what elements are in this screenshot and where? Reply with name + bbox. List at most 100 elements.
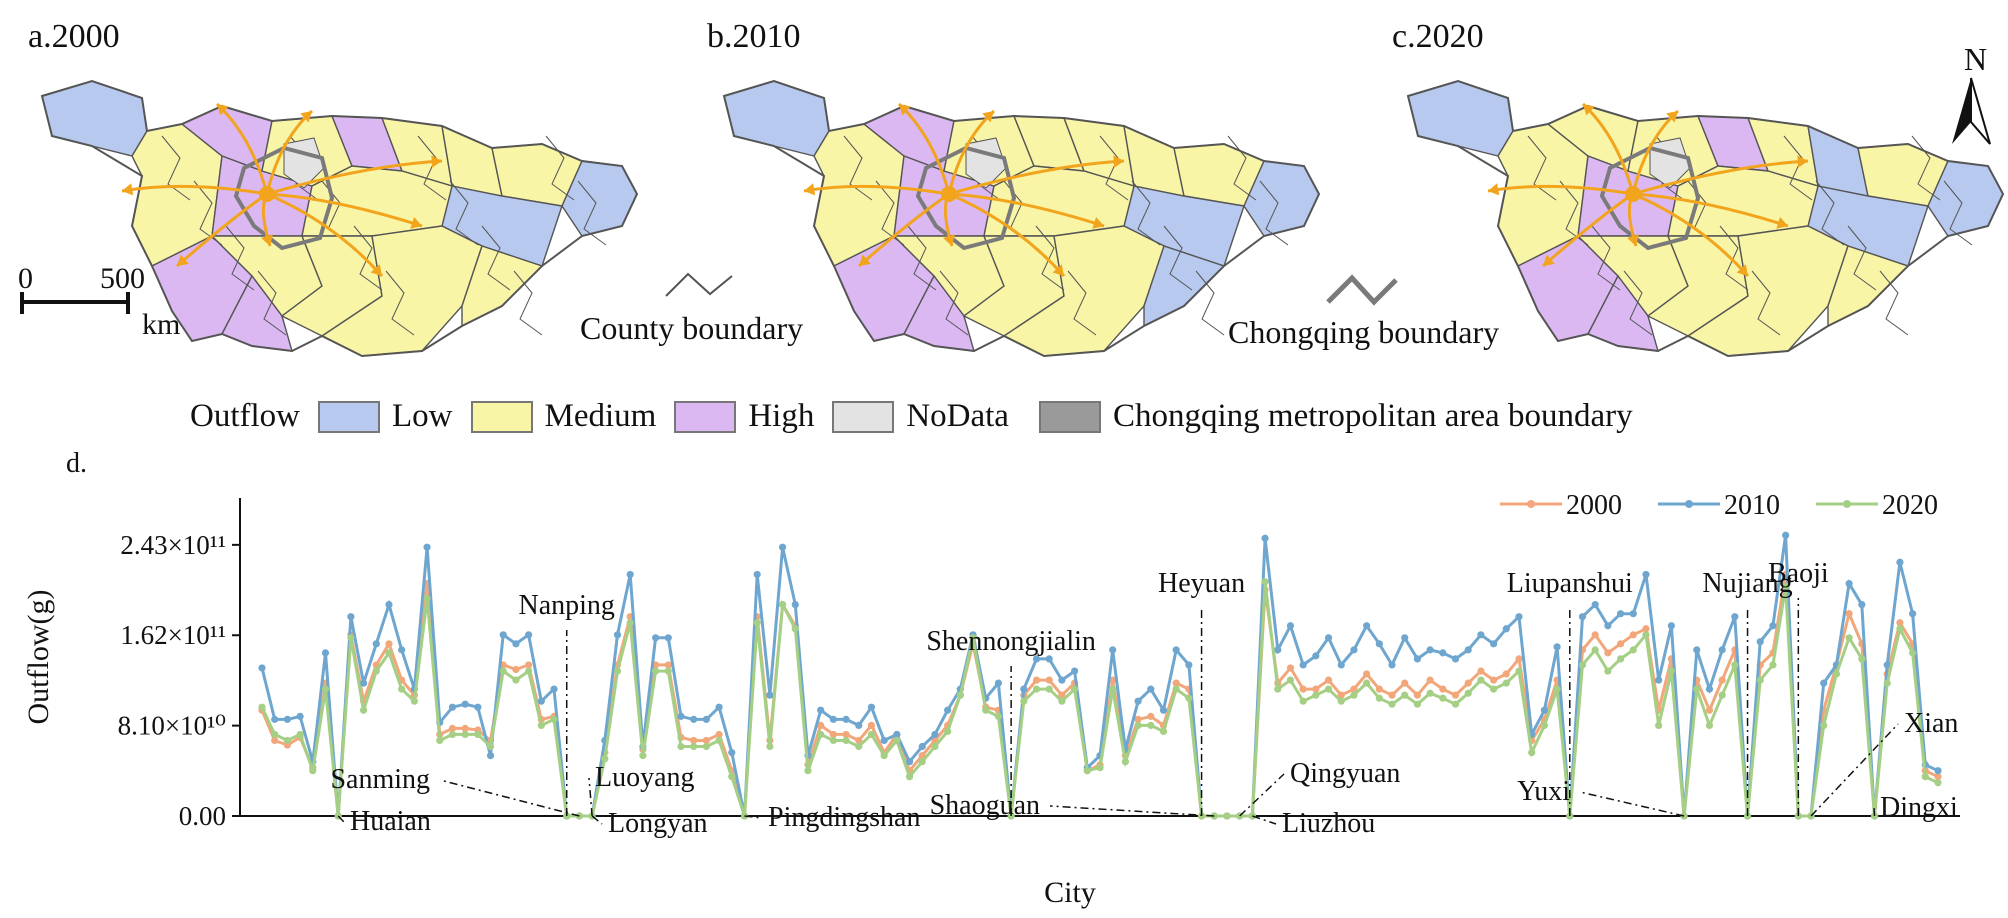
data-point-2010 [1769,622,1777,630]
flow-arrowhead [431,155,442,168]
data-point-2010 [1401,634,1409,642]
annotation-label: Pingdingshan [768,802,920,833]
data-point-2000 [1591,631,1599,639]
county-line [1815,180,1845,246]
data-point-2020 [778,600,787,609]
data-point-2020 [347,634,355,642]
annotation-label: Liuzhou [1282,808,1375,839]
chongqing-boundary [233,145,335,251]
flow-arrow [1632,159,1809,196]
data-point-2020 [271,730,279,739]
data-point-2000 [1515,655,1523,663]
data-point-2020 [601,755,609,763]
data-point-2010 [690,715,698,723]
county-line [1067,270,1097,336]
scale-bar [20,292,130,314]
annotation-leader [1239,773,1285,817]
data-point-2010 [1185,661,1193,669]
data-point-2010 [1337,661,1345,669]
data-point-2010 [829,715,837,723]
data-point-2010 [1490,640,1498,648]
flow-arrow [1487,184,1634,196]
county-line [225,225,255,291]
flow-arrowhead [261,234,273,246]
data-point-2020 [1032,685,1041,693]
data-point-2020 [1083,767,1091,775]
legend-swatch-metro [1038,400,1101,433]
data-point-2010 [512,640,520,648]
y-tick-label: 0.00 [179,801,226,831]
data-point-2020 [309,767,317,775]
flow-arrowhead [1052,264,1064,276]
data-point-2020 [1045,685,1053,693]
data-point-2010 [1159,706,1168,714]
data-point-2000 [1934,773,1942,781]
data-point-2010 [626,570,634,579]
data-point-2020 [1629,646,1637,654]
county-line [1623,270,1653,336]
data-point-2020 [1832,670,1841,678]
flow-arrowhead [1666,111,1678,123]
data-point-2000 [385,640,393,648]
data-point-2010 [1363,622,1371,630]
annotation-leader [1810,723,1899,817]
annotation-leader [1252,815,1277,825]
flow-arrow [1632,192,1789,228]
data-point-2000 [842,730,850,739]
county-line [449,180,479,246]
data-point-2020 [1223,812,1231,820]
legend-label-high: High [748,398,815,434]
legend-label-2020: 2020 [1882,490,1938,521]
data-point-2010 [1693,646,1701,654]
county-line [161,135,191,201]
legend-marker-2010 [1685,500,1693,508]
data-point-2010 [867,703,876,711]
data-point-2010 [1756,638,1764,646]
data-point-2010 [1616,610,1625,618]
county-line [417,135,447,201]
data-point-2020 [1883,679,1891,687]
legend-swatch-low [318,400,380,433]
data-point-2020 [448,730,457,739]
north-label: N [1964,41,1987,77]
data-point-2020 [918,758,926,766]
annotation-label: Heyuan [1158,568,1245,599]
data-point-2020 [1324,685,1333,693]
flow-arrow [176,192,268,268]
flow-arrowhead [859,254,871,266]
data-point-2020 [1185,694,1193,702]
data-point-2020 [474,730,482,739]
data-point-2020 [1528,749,1536,757]
series-line-2020 [260,581,1939,818]
flow-arrowhead [1627,234,1639,246]
data-point-2000 [1324,676,1333,684]
data-point-2010 [1032,655,1041,663]
data-point-2010 [1147,685,1155,693]
data-point-2020 [283,736,291,745]
data-point-2000 [461,724,469,733]
data-point-2000 [1439,685,1447,693]
data-point-2020 [994,712,1003,720]
flow-origin [259,186,275,202]
data-point-2000 [1604,649,1612,657]
data-point-2020 [1921,773,1929,781]
data-point-2020 [1896,625,1904,633]
flow-arrow [266,192,423,228]
data-point-2020 [410,697,418,705]
chongqing-boundary-label: Chongqing boundary [1228,314,1500,350]
flow-arrowhead [804,183,816,196]
north-arrow-icon: N [1952,41,1991,145]
data-point-2010 [1705,685,1714,693]
data-point-2020 [1667,667,1675,675]
county-line [1879,270,1909,336]
data-point-2020 [1071,685,1079,693]
data-point-2010 [1464,646,1472,654]
data-point-2020 [817,730,825,739]
data-point-2020 [1477,676,1485,684]
y-tick-label: 1.62×10¹¹ [120,620,226,650]
data-point-2020 [1782,582,1790,591]
data-point-2010 [931,730,939,739]
data-point-2010 [1578,613,1587,621]
data-point-2020 [956,691,964,699]
data-point-2010 [550,685,558,693]
